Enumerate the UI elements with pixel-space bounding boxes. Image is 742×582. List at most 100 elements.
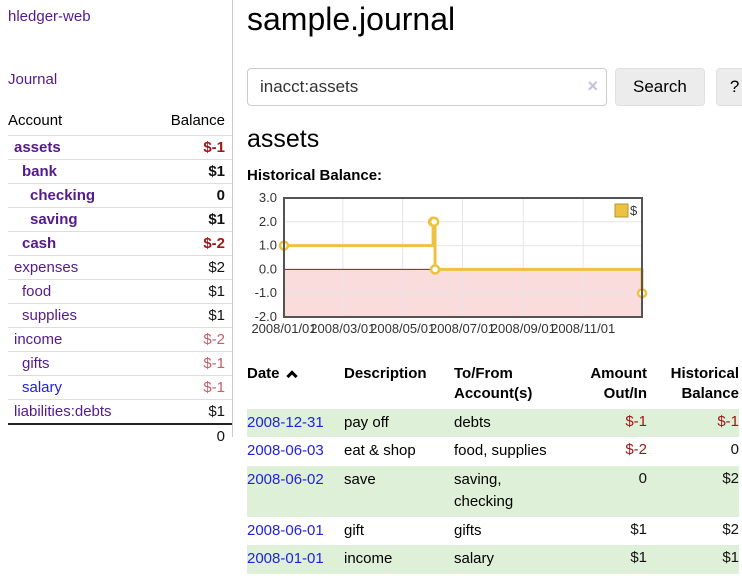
sidebar-item-journal[interactable]: Journal [8, 71, 58, 88]
register-row: 2008-06-03 eat & shop food, supplies $-2 0 [247, 437, 739, 466]
account-row: gifts $-1 [8, 351, 233, 376]
account-balance: $-2 [148, 327, 233, 352]
balance-chart: $3.0 2.0 1.0 0.0 -1.0 -2.02008/01/012008/03/0… [251, 190, 648, 336]
account-link[interactable]: saving [30, 211, 78, 228]
register-description: income [344, 550, 393, 568]
svg-text:2008/01/01: 2008/01/01 [251, 321, 316, 336]
account-link[interactable]: checking [30, 187, 96, 204]
account-balance: $-1 [148, 375, 233, 400]
accounts-table-body: assets $-1 bank $1 checking 0 saving $1 cash $-2 e… [8, 135, 233, 424]
account-row: assets $-1 [8, 135, 233, 160]
account-balance: $-2 [148, 231, 233, 256]
nav: Journal [8, 71, 233, 89]
accounts-total-row: 0 [8, 423, 233, 448]
svg-text:0.0: 0.0 [259, 262, 277, 277]
register-description: eat & shop [344, 442, 416, 460]
account-row: checking 0 [8, 183, 233, 208]
register-date-link[interactable]: 2008-06-03 [247, 442, 324, 460]
main-content: sample.journal × Search ? assets Histori… [233, 0, 742, 582]
register-accounts: salary [454, 550, 495, 568]
svg-text:2008/05/01: 2008/05/01 [370, 321, 435, 336]
svg-text:-2.0: -2.0 [255, 309, 277, 324]
search-input[interactable] [247, 68, 607, 107]
sort-asc-icon [285, 370, 298, 382]
accounts-header-account: Account [8, 112, 63, 129]
account-balance: $-1 [148, 135, 233, 160]
register-row: 2008-06-01 gift gifts $1 $2 [247, 517, 739, 546]
search-button[interactable]: Search [615, 68, 705, 107]
register-balance: 0 [730, 441, 739, 459]
register-table: Date Description To/From Account(s) Amoun… [247, 362, 739, 575]
account-balance: $1 [148, 399, 233, 424]
accounts-header-balance: Balance [170, 112, 225, 129]
svg-text:2.0: 2.0 [259, 214, 277, 229]
account-link[interactable]: gifts [22, 355, 50, 372]
account-link[interactable]: cash [22, 235, 57, 252]
account-balance: $2 [148, 255, 233, 280]
svg-text:2008/09/01: 2008/09/01 [491, 321, 556, 336]
register-amount: $-1 [625, 412, 647, 430]
account-row: expenses $2 [8, 255, 233, 280]
account-link[interactable]: assets [14, 139, 61, 156]
register-accounts: saving, checking [454, 471, 514, 510]
account-link[interactable]: expenses [14, 259, 79, 276]
register-amount: $-2 [625, 441, 647, 459]
register-row: 2008-12-31 pay off debts $-1 $-1 [247, 408, 739, 438]
account-row: income $-2 [8, 327, 233, 352]
account-row: food $1 [8, 279, 233, 304]
svg-text:2008/07/01: 2008/07/01 [430, 321, 495, 336]
account-row: bank $1 [8, 159, 233, 184]
svg-text:2008/11/01: 2008/11/01 [551, 321, 615, 336]
register-balance: $2 [722, 470, 739, 488]
accounts-table: Account Balance assets $-1 bank $1 checking 0… [8, 109, 233, 448]
svg-text:$: $ [630, 203, 638, 218]
account-link[interactable]: liabilities:debts [14, 403, 112, 420]
account-link[interactable]: income [14, 331, 63, 348]
account-link[interactable]: salary [22, 379, 63, 396]
account-balance: $1 [148, 303, 233, 328]
register-row: 2008-01-01 income salary $1 $1 [247, 545, 739, 575]
register-header-balance: Historical Balance [670, 365, 739, 403]
register-date-link[interactable]: 2008-01-01 [247, 550, 324, 568]
account-link[interactable]: food [22, 283, 52, 300]
account-balance: $1 [148, 159, 233, 184]
svg-text:-1.0: -1.0 [255, 285, 277, 300]
account-link[interactable]: bank [22, 163, 58, 180]
account-link[interactable]: supplies [22, 307, 78, 324]
register-header-description: Description [344, 365, 427, 383]
register-date-link[interactable]: 2008-06-02 [247, 471, 324, 489]
register-header-accounts: To/From Account(s) [454, 365, 533, 403]
register-row: 2008-06-02 save saving, checking 0 $2 [247, 466, 739, 517]
register-description: pay off [344, 413, 389, 431]
account-page-title: assets [247, 125, 320, 154]
register-header-amount: Amount Out/In [590, 365, 647, 403]
register-balance: $2 [722, 520, 739, 538]
register-balance: $1 [722, 549, 739, 567]
register-header-date[interactable]: Date [247, 362, 344, 409]
page-title: sample.journal [247, 1, 456, 37]
brand-link[interactable]: hledger-web [8, 8, 91, 25]
register-date-link[interactable]: 2008-12-31 [247, 413, 324, 431]
account-row: cash $-2 [8, 231, 233, 256]
svg-text:2008/03/01: 2008/03/01 [310, 321, 375, 336]
clear-search-icon[interactable]: × [587, 76, 598, 97]
chart-title: Historical Balance: [247, 167, 383, 185]
account-balance: 0 [148, 183, 233, 208]
svg-text:1.0: 1.0 [259, 238, 277, 253]
account-row: supplies $1 [8, 303, 233, 328]
help-button[interactable]: ? [715, 68, 742, 107]
register-amount: $1 [630, 549, 647, 567]
accounts-total-value: 0 [148, 423, 233, 448]
register-date-link[interactable]: 2008-06-01 [247, 521, 324, 539]
register-amount: $1 [630, 520, 647, 538]
account-balance: $1 [148, 207, 233, 232]
register-description: save [344, 471, 376, 489]
search-form: × Search ? [247, 68, 742, 107]
account-balance: $1 [148, 279, 233, 304]
register-accounts: debts [454, 413, 491, 431]
svg-text:3.0: 3.0 [259, 190, 277, 205]
register-accounts: food, supplies [454, 442, 547, 460]
sidebar: hledger-web Journal Account Balance asse… [0, 0, 233, 582]
account-balance: $-1 [148, 351, 233, 376]
register-amount: 0 [638, 470, 647, 488]
